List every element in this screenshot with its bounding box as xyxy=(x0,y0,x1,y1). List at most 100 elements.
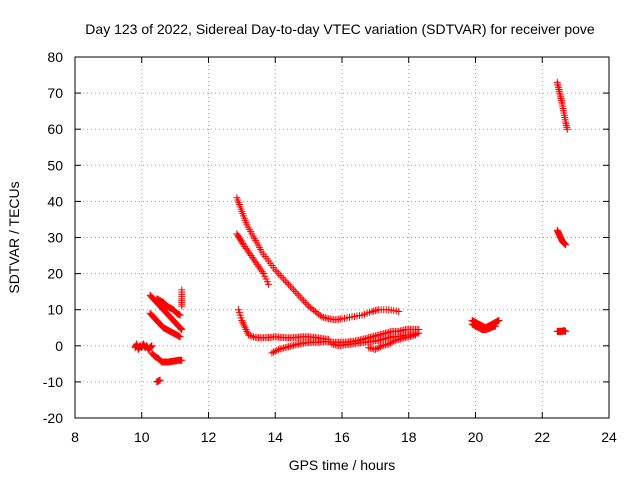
data-point xyxy=(278,273,286,281)
data-point xyxy=(562,241,570,249)
data-point xyxy=(268,349,276,357)
y-tick-label: -10 xyxy=(43,374,63,390)
data-point xyxy=(271,266,279,274)
y-axis-label: SDTVAR / TECUs xyxy=(6,181,22,293)
data-point xyxy=(492,322,500,330)
series-arc-a xyxy=(131,340,156,353)
data-point xyxy=(252,259,260,267)
series-arc-q xyxy=(553,226,570,249)
y-tick-label: 50 xyxy=(47,157,63,173)
data-point xyxy=(300,297,308,305)
data-point xyxy=(270,348,278,356)
chart-title: Day 123 of 2022, Sidereal Day-to-day VTE… xyxy=(85,21,595,37)
y-tick-label: 10 xyxy=(47,302,63,318)
data-marks xyxy=(131,78,571,386)
series-arc-r xyxy=(553,327,570,335)
data-point xyxy=(273,346,281,354)
grid xyxy=(75,57,609,418)
data-point xyxy=(176,333,184,341)
y-tick-label: -20 xyxy=(43,410,63,426)
data-point xyxy=(286,282,294,290)
data-point xyxy=(240,320,248,328)
series-arc-g xyxy=(178,286,186,310)
y-tick-label: 70 xyxy=(47,85,63,101)
series-arc-h xyxy=(233,194,403,324)
data-point xyxy=(316,312,324,320)
data-point xyxy=(256,264,264,272)
data-point xyxy=(275,270,283,278)
data-point xyxy=(238,317,246,325)
data-point xyxy=(283,279,291,287)
data-point xyxy=(240,322,248,330)
series-arc-i xyxy=(233,230,273,288)
data-point xyxy=(280,275,288,283)
data-point xyxy=(293,289,301,297)
x-tick-label: 8 xyxy=(71,429,79,445)
x-tick-label: 18 xyxy=(401,429,417,445)
plot-frame xyxy=(74,56,610,419)
series-arc-c xyxy=(153,376,164,386)
data-point xyxy=(242,244,250,252)
data-point xyxy=(176,311,184,319)
data-point xyxy=(241,243,249,251)
data-point xyxy=(273,268,281,276)
series-arc-m xyxy=(365,331,419,353)
series-arc-e xyxy=(146,309,184,341)
series-arc-o xyxy=(468,320,500,334)
x-tick-label: 10 xyxy=(134,429,150,445)
data-point xyxy=(371,345,379,353)
data-point xyxy=(156,376,164,384)
data-point xyxy=(265,280,273,288)
data-point xyxy=(239,318,247,326)
data-point xyxy=(246,250,254,258)
data-point xyxy=(563,125,571,133)
data-point xyxy=(375,344,383,352)
data-point xyxy=(251,257,259,265)
data-point xyxy=(178,326,186,334)
data-point xyxy=(303,300,311,308)
x-tick-label: 16 xyxy=(334,429,350,445)
data-point xyxy=(253,261,261,269)
data-point xyxy=(386,339,394,347)
data-point xyxy=(276,271,284,279)
data-point xyxy=(290,286,298,294)
data-point xyxy=(295,291,303,299)
data-point xyxy=(288,284,296,292)
data-point xyxy=(495,317,503,325)
x-axis-label: GPS time / hours xyxy=(289,457,396,473)
x-tick-label: 12 xyxy=(201,429,217,445)
data-point xyxy=(148,342,156,350)
data-point xyxy=(296,293,304,301)
y-tick-label: 40 xyxy=(47,193,63,209)
data-point xyxy=(248,253,256,261)
data-point xyxy=(247,252,255,260)
series-arc-j xyxy=(235,306,333,343)
y-tick-label: 80 xyxy=(47,49,63,65)
data-point xyxy=(376,343,384,351)
data-point xyxy=(301,298,309,306)
y-tick-label: 20 xyxy=(47,266,63,282)
data-point xyxy=(415,329,423,337)
y-tick-label: 30 xyxy=(47,230,63,246)
data-point xyxy=(255,262,263,270)
data-point xyxy=(373,345,381,353)
data-point xyxy=(258,268,266,276)
data-point xyxy=(243,246,251,254)
data-point xyxy=(245,331,253,339)
axis-ticks: 8 10 12 14 16 18 20 22 24 -20 -10 0 10 20 30 40 50 60 70 80 xyxy=(43,49,617,445)
data-point xyxy=(281,277,289,285)
series-arc-d xyxy=(146,291,186,334)
data-point xyxy=(245,248,253,256)
data-point xyxy=(241,324,249,332)
data-point xyxy=(240,241,248,249)
data-point xyxy=(298,295,306,303)
data-point xyxy=(291,288,299,296)
data-point xyxy=(285,280,293,288)
data-point xyxy=(248,332,256,340)
data-point xyxy=(242,326,250,334)
data-point xyxy=(388,338,396,346)
series-arc-b xyxy=(148,349,186,366)
data-point xyxy=(395,308,403,316)
data-point xyxy=(178,302,186,310)
